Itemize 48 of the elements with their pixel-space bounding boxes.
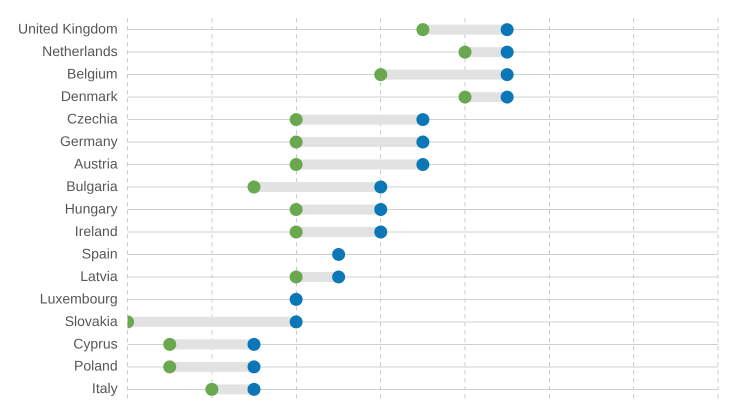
point: [290, 136, 303, 149]
point: [500, 68, 514, 82]
y-tick-label: Ireland: [74, 222, 118, 239]
point: [374, 180, 388, 194]
y-tick-label: Slovakia: [64, 312, 118, 329]
y-tick-label: Austria: [74, 155, 118, 172]
point: [332, 270, 346, 284]
y-tick-label: Spain: [82, 245, 118, 262]
point: [248, 180, 260, 194]
point: [500, 90, 514, 104]
point: [205, 382, 218, 396]
point: [416, 136, 430, 149]
y-tick-label: Latvia: [80, 268, 118, 284]
point: [290, 203, 303, 216]
y-tick-label: Hungary: [64, 200, 118, 216]
point: [163, 338, 176, 351]
point: [416, 23, 430, 36]
y-tick-label: Poland: [74, 358, 118, 374]
y-tick-label: Italy: [92, 380, 118, 396]
point: [374, 68, 388, 82]
y-tick-label: Germany: [60, 132, 118, 149]
y-tick-label: Czechia: [67, 110, 118, 126]
point: [163, 360, 176, 374]
y-tick-label: Denmark: [60, 88, 119, 104]
point: [374, 225, 388, 238]
point: [248, 382, 260, 396]
point: [290, 315, 303, 328]
y-tick-label: Luxembourg: [40, 290, 118, 306]
point: [290, 225, 303, 238]
point: [500, 23, 514, 36]
point: [416, 158, 430, 172]
point: [416, 113, 430, 126]
y-tick-label: Bulgaria: [66, 178, 118, 194]
point: [248, 338, 260, 351]
y-tick-label: United Kingdom: [18, 20, 118, 36]
point: [458, 46, 472, 59]
point: [374, 203, 388, 216]
point: [290, 158, 303, 172]
point: [458, 90, 472, 104]
point: [290, 292, 303, 306]
point: [248, 360, 260, 374]
point: [290, 270, 303, 284]
y-tick-label: Belgium: [67, 65, 118, 82]
y-tick-label: Netherlands: [42, 42, 118, 59]
y-tick-label: Cyprus: [73, 335, 118, 352]
point: [332, 248, 346, 261]
point: [290, 113, 303, 126]
point: [500, 46, 514, 59]
